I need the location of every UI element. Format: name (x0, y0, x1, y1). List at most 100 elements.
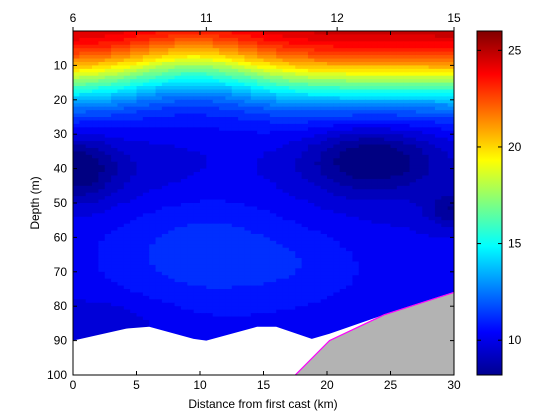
contour-cell (263, 247, 271, 252)
contour-cell (333, 41, 341, 46)
contour-cell (92, 175, 99, 180)
contour-cell (117, 237, 125, 242)
contour-cell (409, 106, 417, 111)
contour-cell (282, 120, 290, 125)
contour-cell (428, 134, 436, 139)
contour-cell (441, 58, 449, 63)
contour-cell (434, 209, 442, 214)
contour-cell (365, 240, 373, 245)
contour-cell (180, 141, 188, 146)
contour-cell (200, 89, 207, 94)
contour-cell (111, 89, 119, 94)
contour-cell (104, 117, 112, 122)
contour-cell (320, 151, 328, 156)
contour-cell (73, 106, 80, 111)
contour-cell (219, 295, 226, 300)
contour-cell (327, 306, 334, 311)
contour-cell (377, 68, 385, 73)
contour-cell (212, 144, 220, 149)
contour-cell (314, 285, 322, 290)
contour-cell (257, 75, 265, 80)
contour-cell (149, 168, 157, 173)
contour-cell (365, 292, 373, 297)
contour-cell (365, 282, 373, 287)
contour-cell (371, 68, 379, 73)
contour-cell (441, 86, 449, 91)
contour-cell (123, 110, 131, 115)
contour-cell (187, 34, 195, 39)
contour-cell (263, 264, 271, 269)
contour-cell (161, 264, 169, 269)
contour-cell (422, 89, 430, 94)
contour-cell (231, 31, 239, 36)
contour-cell (98, 292, 106, 297)
contour-cell (263, 117, 271, 122)
contour-cell (187, 31, 195, 36)
contour-cell (79, 137, 87, 142)
contour-cell (358, 68, 366, 73)
contour-cell (104, 103, 112, 108)
contour-cell (282, 68, 290, 73)
contour-cell (415, 106, 423, 111)
contour-cell (352, 285, 360, 290)
contour-cell (174, 72, 182, 77)
contour-cell (346, 79, 353, 84)
contour-cell (161, 103, 169, 108)
contour-cell (225, 113, 233, 118)
contour-cell (384, 282, 392, 287)
contour-cell (441, 151, 449, 156)
contour-cell (136, 151, 144, 156)
contour-cell (225, 223, 233, 228)
contour-cell (257, 178, 265, 183)
contour-cell (79, 31, 87, 36)
contour-cell (282, 55, 290, 60)
contour-cell (409, 172, 417, 177)
contour-cell (365, 147, 373, 152)
contour-cell (149, 72, 157, 77)
contour-cell (257, 123, 265, 128)
contour-cell (327, 309, 334, 314)
contour-cell (142, 168, 150, 173)
contour-cell (403, 258, 411, 263)
contour-cell (384, 192, 392, 197)
contour-cell (149, 127, 157, 132)
contour-cell (79, 99, 87, 104)
contour-cell (130, 271, 138, 276)
contour-cell (263, 61, 271, 66)
contour-cell (346, 302, 353, 307)
contour-cell (73, 37, 80, 42)
contour-cell (212, 306, 220, 311)
contour-cell (396, 178, 404, 183)
contour-cell (212, 271, 220, 276)
contour-cell (295, 86, 303, 91)
contour-cell (301, 189, 309, 194)
contour-cell (339, 172, 347, 177)
contour-cell (295, 227, 303, 232)
contour-cell (168, 154, 176, 159)
contour-cell (142, 51, 150, 56)
contour-cell (314, 216, 322, 221)
contour-cell (200, 158, 207, 163)
contour-cell (79, 237, 87, 242)
contour-cell (206, 189, 214, 194)
contour-cell (263, 147, 271, 152)
contour-cell (73, 216, 80, 221)
contour-cell (187, 137, 195, 142)
contour-cell (276, 48, 284, 53)
contour-cell (161, 168, 169, 173)
contour-cell (403, 79, 411, 84)
contour-cell (79, 213, 87, 218)
contour-cell (142, 31, 150, 36)
contour-cell (92, 51, 99, 56)
contour-cell (422, 120, 430, 125)
contour-cell (250, 134, 258, 139)
contour-cell (206, 34, 214, 39)
contour-cell (327, 61, 334, 66)
contour-cell (168, 172, 176, 177)
contour-cell (377, 96, 385, 101)
contour-cell (409, 68, 417, 73)
contour-cell (384, 55, 392, 60)
contour-cell (282, 306, 290, 311)
contour-cell (161, 189, 169, 194)
contour-cell (130, 151, 138, 156)
